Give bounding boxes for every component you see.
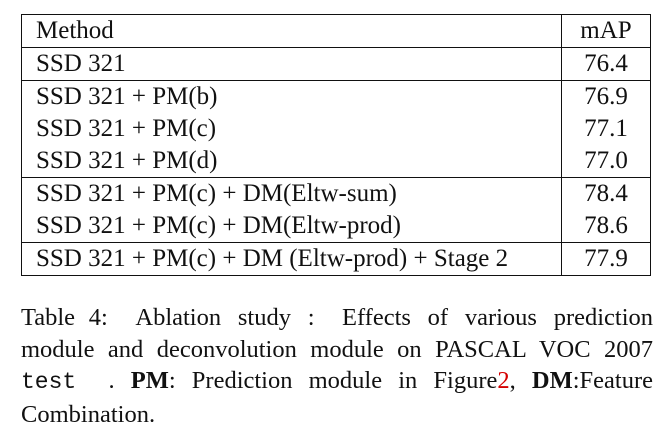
- caption-comma: ,: [509, 367, 516, 394]
- method-cell: SSD 321 + PM(b): [21, 80, 562, 113]
- table-row: SSD 321 + PM(c) + DM (Eltw-prod) + Stage…: [21, 242, 651, 276]
- ablation-table: Method mAP SSD 321 76.4 SSD 321 + PM(b) …: [21, 14, 651, 276]
- map-cell: 76.4: [561, 47, 651, 81]
- method-cell: SSD 321 + PM(c) + DM (Eltw-prod) + Stage…: [21, 242, 562, 276]
- ablation-table-container: Method mAP SSD 321 76.4 SSD 321 + PM(b) …: [21, 14, 651, 276]
- caption-text-1: Ablation study :: [135, 304, 315, 331]
- table-row: SSD 321 + PM(d) 77.0: [22, 145, 651, 178]
- map-column-header: mAP: [561, 14, 651, 48]
- caption-test-split: test: [21, 369, 77, 395]
- table-header-row: Method mAP: [21, 14, 651, 48]
- method-cell: SSD 321: [36, 50, 126, 77]
- map-cell: 76.9: [561, 80, 651, 113]
- pm-abbreviation: PM: [130, 367, 169, 394]
- method-cell: SSD 321 + PM(d): [36, 147, 218, 174]
- table-row: SSD 321 + PM(c) + DM(Eltw-prod) 78.6: [22, 210, 651, 243]
- map-cell: 78.4: [561, 177, 651, 210]
- dm-abbreviation: DM: [531, 367, 573, 394]
- method-column-header: Method: [21, 14, 562, 48]
- method-cell: SSD 321 + PM(c) + DM(Eltw-prod): [36, 212, 401, 239]
- dm-definition: :Feature Combination.: [21, 367, 654, 428]
- map-cell: 77.0: [561, 145, 651, 178]
- table-row: SSD 321 + PM(c) 77.1: [22, 113, 651, 145]
- table-row: SSD 321 + PM(c) + DM(Eltw-sum) 78.4: [21, 177, 651, 210]
- table-caption: Table 4: Ablation study : Effects of var…: [21, 302, 653, 430]
- table-row: SSD 321 76.4: [22, 47, 651, 81]
- pm-definition: : Prediction module in Figure: [168, 367, 498, 394]
- method-cell: SSD 321 + PM(c) + DM(Eltw-sum): [21, 177, 562, 210]
- map-cell: 77.9: [561, 242, 651, 276]
- method-cell: SSD 321 + PM(c): [36, 115, 217, 142]
- map-cell: 77.1: [561, 113, 651, 145]
- figure-reference-link[interactable]: 2: [497, 367, 510, 394]
- caption-period: .: [108, 367, 115, 394]
- table-row: SSD 321 + PM(b) 76.9: [21, 80, 651, 113]
- caption-text-2: Effects of various prediction module and…: [21, 304, 654, 363]
- caption-label: Table 4:: [21, 304, 108, 331]
- map-cell-best: 78.6: [561, 210, 651, 243]
